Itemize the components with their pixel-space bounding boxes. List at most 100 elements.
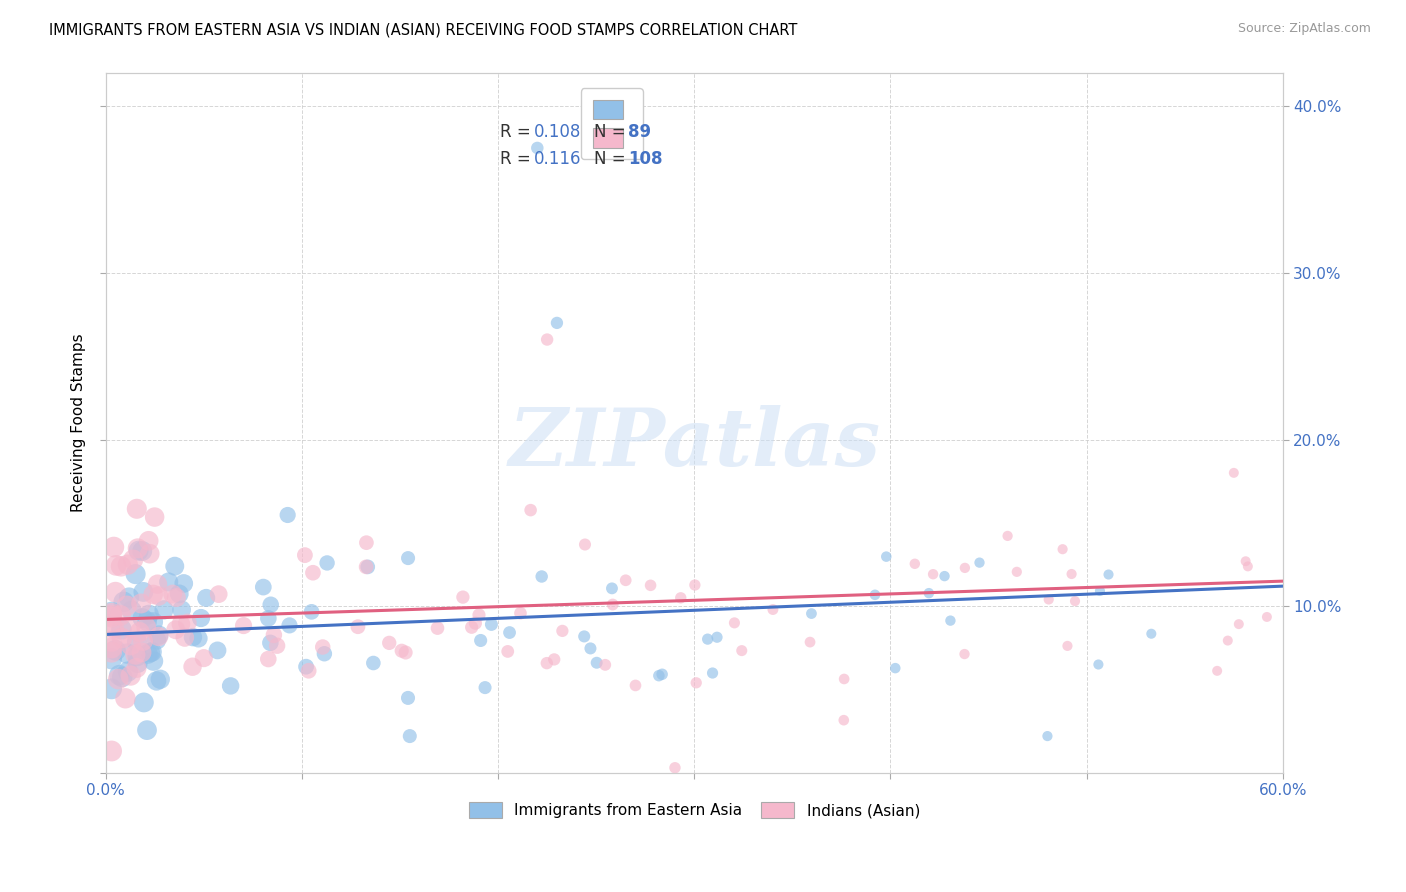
Point (1052, 542, 1074, 557)
Point (696, 632, 718, 647)
Point (481, 617, 503, 632)
Point (496, 644, 519, 658)
Point (1206, 664, 1229, 678)
Point (110, 608, 132, 623)
Point (139, 645, 162, 659)
Point (1064, 594, 1087, 608)
Point (536, 333, 558, 347)
Point (1237, 559, 1260, 574)
Point (141, 645, 163, 659)
Point (100, 605, 122, 619)
Point (316, 556, 339, 570)
Point (356, 535, 378, 549)
Point (301, 605, 323, 619)
Point (1140, 626, 1163, 640)
Point (117, 558, 139, 572)
Point (723, 615, 745, 630)
Point (302, 566, 325, 580)
Point (1216, 633, 1239, 648)
Text: 0.108: 0.108 (534, 123, 582, 142)
Point (142, 615, 165, 629)
Point (257, 611, 280, 625)
Text: 108: 108 (628, 150, 662, 168)
Point (100, 640, 122, 655)
Point (953, 561, 976, 575)
Point (426, 621, 449, 635)
Point (111, 631, 134, 645)
Point (551, 624, 574, 638)
Point (187, 632, 209, 646)
Point (100, 744, 122, 758)
Point (145, 673, 167, 688)
Point (163, 559, 186, 574)
Point (124, 648, 146, 662)
Point (314, 647, 336, 661)
Point (1036, 729, 1059, 743)
Point (132, 585, 155, 599)
Point (706, 630, 728, 644)
Point (114, 691, 136, 706)
Point (602, 598, 624, 612)
Point (131, 611, 153, 625)
Point (128, 625, 150, 640)
Point (799, 635, 821, 649)
Point (378, 636, 401, 650)
Point (357, 560, 380, 574)
Point (100, 652, 122, 666)
Point (863, 588, 886, 602)
Point (173, 631, 195, 645)
Point (127, 656, 149, 670)
Point (100, 607, 122, 621)
Point (574, 537, 596, 551)
Point (157, 574, 180, 589)
Point (683, 578, 706, 592)
Point (593, 657, 616, 672)
Point (100, 634, 122, 648)
Point (118, 591, 141, 605)
Point (124, 567, 146, 582)
Point (208, 587, 231, 601)
Point (148, 589, 170, 603)
Point (832, 713, 855, 727)
Point (579, 641, 602, 656)
Point (103, 621, 125, 635)
Point (117, 665, 139, 679)
Point (136, 723, 159, 738)
Point (939, 614, 962, 628)
Point (120, 638, 142, 652)
Point (127, 649, 149, 664)
Text: N =: N = (595, 123, 631, 142)
Point (100, 681, 122, 696)
Point (142, 654, 165, 668)
Y-axis label: Receiving Food Stamps: Receiving Food Stamps (72, 334, 86, 512)
Point (129, 597, 152, 611)
Point (470, 633, 492, 648)
Point (136, 647, 159, 661)
Point (181, 630, 204, 644)
Legend: Immigrants from Eastern Asia, Indians (Asian): Immigrants from Eastern Asia, Indians (A… (463, 796, 927, 824)
Point (731, 643, 754, 657)
Point (1234, 554, 1257, 568)
Point (918, 586, 941, 600)
Point (651, 667, 673, 681)
Point (396, 690, 419, 705)
Point (138, 533, 160, 548)
Point (132, 695, 155, 709)
Point (100, 610, 122, 624)
Point (669, 591, 692, 605)
Point (176, 615, 198, 630)
Point (153, 603, 176, 617)
Point (131, 645, 153, 659)
Point (132, 634, 155, 648)
Point (685, 675, 707, 690)
Point (100, 645, 122, 659)
Point (640, 578, 662, 592)
Point (110, 623, 132, 637)
Point (170, 603, 193, 617)
Point (260, 598, 283, 612)
Point (624, 678, 647, 692)
Point (800, 607, 823, 621)
Point (121, 604, 143, 618)
Point (451, 590, 474, 604)
Point (195, 591, 218, 605)
